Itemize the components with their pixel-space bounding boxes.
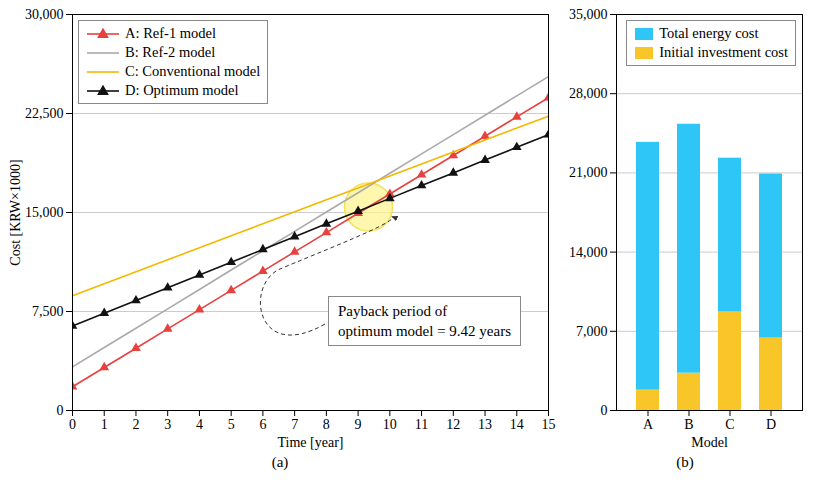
svg-text:35,000: 35,000 [569,7,608,22]
svg-text:11: 11 [415,417,428,432]
svg-text:1: 1 [101,417,108,432]
svg-text:12: 12 [446,417,460,432]
svg-text:22,500: 22,500 [25,106,64,121]
svg-text:30,000: 30,000 [25,7,64,22]
svg-text:14,000: 14,000 [569,245,608,260]
svg-text:21,000: 21,000 [569,165,608,180]
html-text:B: Ref-2 model: B: Ref-2 model [125,44,216,60]
svg-text:Time [year]: Time [year] [278,435,344,450]
svg-text:C: C [725,417,734,432]
svg-text:D: D [766,417,776,432]
svg-text:3: 3 [164,417,171,432]
svg-text:0: 0 [57,403,64,418]
svg-text:B: B [684,417,693,432]
html-text:(b): (b) [676,454,694,470]
svg-text:0: 0 [601,403,608,418]
svg-text:6: 6 [259,417,266,432]
svg-text:Cost [KRW×1000]: Cost [KRW×1000] [8,159,23,265]
svg-text:13: 13 [478,417,492,432]
svg-text:2: 2 [132,417,139,432]
svg-text:15: 15 [542,417,556,432]
svg-text:Model: Model [691,435,728,450]
svg-text:7,500: 7,500 [32,304,64,319]
html-text:C: Conventional model: C: Conventional model [125,63,261,79]
svg-text:14: 14 [510,417,524,432]
html-text:(a): (a) [271,454,289,470]
svg-text:5: 5 [228,417,235,432]
html-text:Payback period of optimum mode: Payback period of optimum model = 9.42 y… [338,303,511,339]
svg-text:0: 0 [69,417,76,432]
html-text:D: Optimum model: D: Optimum model [125,82,239,98]
html-text:Total energy cost: Total energy cost [659,25,759,41]
html-text:A: Ref-1 model: A: Ref-1 model [125,25,216,41]
svg-text:4: 4 [196,417,203,432]
svg-text:15,000: 15,000 [25,205,64,220]
svg-text:7: 7 [291,417,298,432]
svg-text:28,000: 28,000 [569,86,608,101]
svg-text:9: 9 [355,417,362,432]
html-text:Initial investment cost: Initial investment cost [659,44,788,60]
svg-text:7,000: 7,000 [576,324,608,339]
svg-text:A: A [643,417,654,432]
svg-text:10: 10 [383,417,397,432]
svg-text:8: 8 [323,417,330,432]
